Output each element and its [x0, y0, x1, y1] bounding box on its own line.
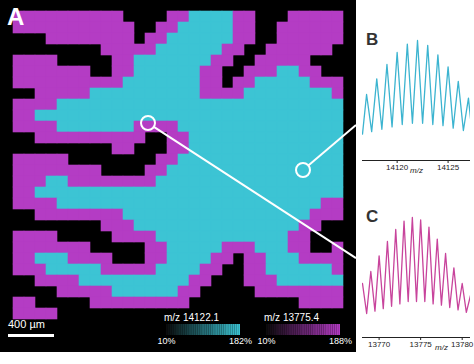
svg-text:m/z: m/z — [410, 166, 423, 175]
svg-text:13780: 13780 — [451, 340, 474, 349]
svg-text:14125: 14125 — [437, 163, 460, 172]
svg-text:10%: 10% — [257, 336, 275, 346]
html-text:C: C — [366, 207, 379, 226]
html-text:m/z 14122.1: m/z 14122.1 — [164, 312, 219, 323]
html-text:B: B — [366, 30, 379, 49]
svg-text:188%: 188% — [329, 336, 352, 346]
svg-text:182%: 182% — [229, 336, 252, 346]
svg-text:13775: 13775 — [410, 340, 433, 349]
svg-text:14120: 14120 — [386, 163, 409, 172]
svg-text:m/z: m/z — [435, 343, 448, 352]
html-text:A: A — [7, 3, 25, 30]
html-text:400 µm: 400 µm — [8, 318, 45, 330]
html-text:m/z 13775.4: m/z 13775.4 — [264, 312, 319, 323]
svg-text:13770: 13770 — [368, 340, 391, 349]
svg-text:10%: 10% — [157, 336, 175, 346]
